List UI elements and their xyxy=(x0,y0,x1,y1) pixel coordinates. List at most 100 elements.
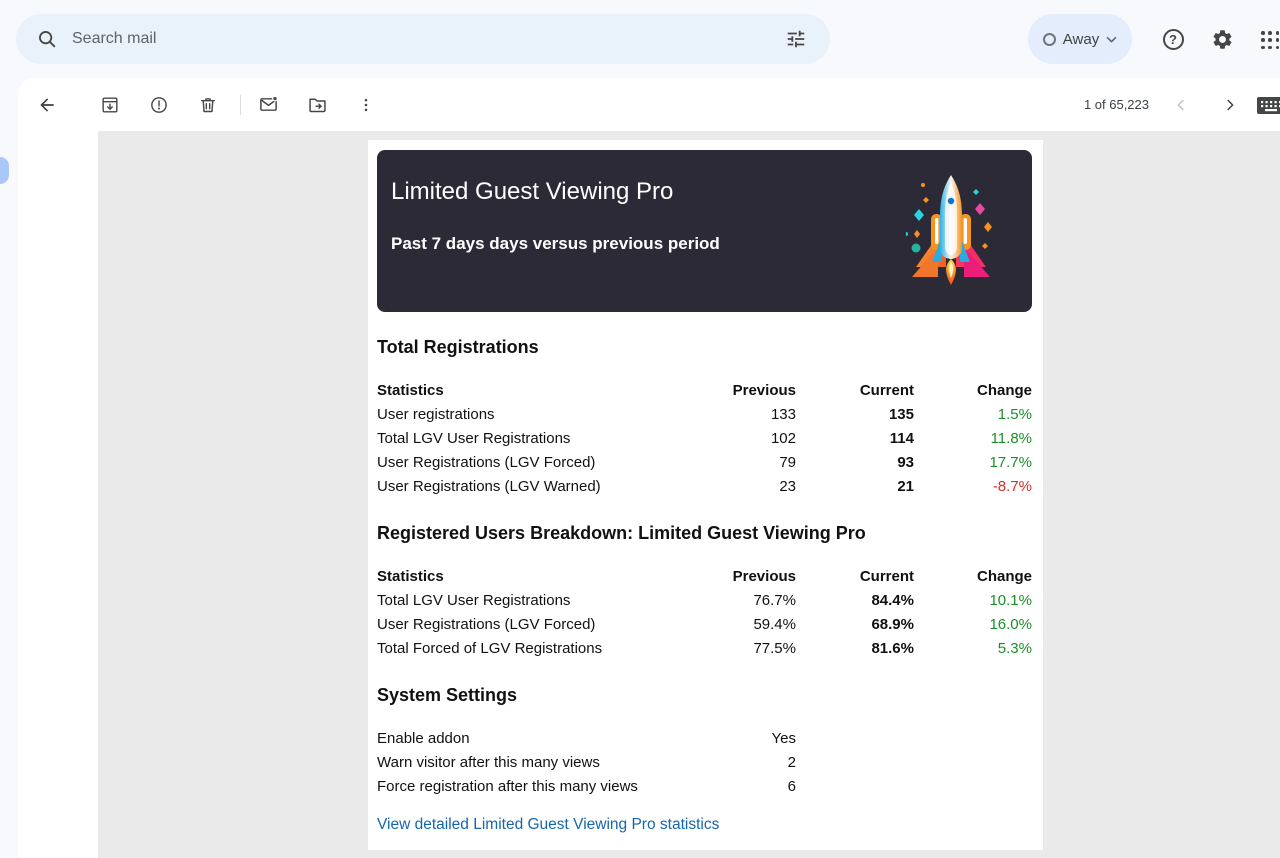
search-options-icon[interactable] xyxy=(778,21,814,57)
setting-label: Warn visitor after this many views xyxy=(377,753,600,771)
stat-current: 84.4% xyxy=(871,591,914,609)
setting-value: 2 xyxy=(787,753,796,771)
help-button[interactable]: ? xyxy=(1153,19,1193,59)
settings-table: Enable addon Yes Warn visitor after this… xyxy=(377,726,1032,798)
settings-button[interactable] xyxy=(1202,19,1242,59)
stat-previous: 77.5% xyxy=(753,639,796,657)
stat-change: -8.7% xyxy=(992,477,1032,495)
move-to-button[interactable] xyxy=(299,87,335,123)
col-header-statistics: Statistics xyxy=(377,567,444,585)
newer-button[interactable] xyxy=(1163,87,1199,123)
col-header-change: Change xyxy=(976,567,1032,585)
table-row: Enable addon Yes xyxy=(377,726,1032,750)
back-button[interactable] xyxy=(29,87,65,123)
rocket-illustration xyxy=(906,175,992,285)
stat-change: 16.0% xyxy=(989,615,1032,633)
google-apps-icon[interactable] xyxy=(1261,31,1280,50)
stat-change: 5.3% xyxy=(997,639,1032,657)
search-icon xyxy=(36,28,58,50)
stat-label: Total Forced of LGV Registrations xyxy=(377,639,603,657)
table-row: Total LGV User Registrations 76.7% 84.4%… xyxy=(377,588,1032,612)
move-to-folder-icon xyxy=(308,98,326,113)
more-vert-icon xyxy=(364,98,368,111)
trash-icon xyxy=(201,97,215,112)
input-tools-button[interactable] xyxy=(1256,94,1280,116)
stat-current: 21 xyxy=(897,477,914,495)
setting-label: Force registration after this many views xyxy=(377,777,638,795)
email-subtitle: Past 7 days days versus previous period xyxy=(391,234,720,253)
email-title: Limited Guest Viewing Pro xyxy=(391,178,674,205)
stat-label: User Registrations (LGV Forced) xyxy=(377,615,596,633)
section-title-settings: System Settings xyxy=(377,685,518,705)
email-body-background: Limited Guest Viewing Pro Past 7 days da… xyxy=(98,131,1280,858)
email-counter: 1 of 65,223 xyxy=(1083,97,1149,112)
stat-previous: 133 xyxy=(770,405,796,423)
top-bar: Away ? xyxy=(0,0,1280,78)
table-row: User Registrations (LGV Forced) 79 93 17… xyxy=(377,450,1032,474)
chevron-down-icon xyxy=(1106,36,1117,43)
detailed-statistics-link[interactable]: View detailed Limited Guest Viewing Pro … xyxy=(377,816,720,833)
stat-label: Total LGV User Registrations xyxy=(377,429,571,447)
table-row: User Registrations (LGV Forced) 59.4% 68… xyxy=(377,612,1032,636)
breakdown-table: Statistics Previous Current Change Total… xyxy=(377,564,1032,660)
setting-label: Enable addon xyxy=(377,729,470,747)
pagination-controls: 1 of 65,223 xyxy=(1084,87,1280,123)
email-content-card: Limited Guest Viewing Pro Past 7 days da… xyxy=(368,140,1043,850)
stat-previous: 79 xyxy=(779,453,796,471)
table-row: Warn visitor after this many views 2 xyxy=(377,750,1032,774)
report-spam-button[interactable] xyxy=(141,87,177,123)
stat-change: 10.1% xyxy=(989,591,1032,609)
stat-previous: 76.7% xyxy=(753,591,796,609)
mark-unread-icon xyxy=(259,95,278,111)
col-header-previous: Previous xyxy=(732,567,796,585)
table-row: User registrations 133 135 1.5% xyxy=(377,402,1032,426)
registrations-table: Statistics Previous Current Change User … xyxy=(377,378,1032,498)
status-label: Away xyxy=(1062,30,1100,48)
chevron-left-icon xyxy=(1177,99,1184,110)
stat-previous: 23 xyxy=(779,477,796,495)
table-row: Force registration after this many views… xyxy=(377,774,1032,798)
stat-label: User registrations xyxy=(377,405,495,423)
help-icon: ? xyxy=(1162,28,1184,50)
chevron-right-icon xyxy=(1227,99,1234,110)
stat-current: 93 xyxy=(897,453,914,471)
back-arrow-icon xyxy=(40,97,54,112)
mail-panel: 1 of 65,223 xyxy=(18,78,1280,858)
delete-button[interactable] xyxy=(190,87,226,123)
setting-value: Yes xyxy=(771,729,796,747)
setting-value: 6 xyxy=(787,777,796,795)
email-hero-banner: Limited Guest Viewing Pro Past 7 days da… xyxy=(377,150,1032,312)
stat-previous: 102 xyxy=(770,429,796,447)
stat-change: 11.8% xyxy=(990,429,1032,447)
archive-button[interactable] xyxy=(92,87,128,123)
stat-previous: 59.4% xyxy=(753,615,796,633)
report-spam-icon xyxy=(151,96,167,113)
col-header-statistics: Statistics xyxy=(377,381,444,399)
search-bar[interactable] xyxy=(16,14,830,64)
stat-current: 114 xyxy=(889,429,914,447)
table-header-row: Statistics Previous Current Change xyxy=(377,564,1032,588)
status-selector[interactable]: Away xyxy=(1028,14,1132,64)
mark-unread-button[interactable] xyxy=(250,87,286,123)
col-header-previous: Previous xyxy=(732,381,796,399)
col-header-current: Current xyxy=(859,381,914,399)
stat-change: 17.7% xyxy=(989,453,1032,471)
stat-label: User Registrations (LGV Forced) xyxy=(377,453,596,471)
col-header-current: Current xyxy=(859,567,914,585)
stat-change: 1.5% xyxy=(997,405,1032,423)
keyboard-icon xyxy=(1257,96,1280,114)
section-title-registrations: Total Registrations xyxy=(377,337,539,357)
toolbar-divider xyxy=(240,94,241,115)
col-header-change: Change xyxy=(976,381,1032,399)
stat-label: Total LGV User Registrations xyxy=(377,591,571,609)
status-dot-icon xyxy=(1042,32,1056,46)
table-header-row: Statistics Previous Current Change xyxy=(377,378,1032,402)
search-input[interactable] xyxy=(72,30,778,48)
table-row: Total LGV User Registrations 102 114 11.… xyxy=(377,426,1032,450)
older-button[interactable] xyxy=(1212,87,1248,123)
stat-current: 68.9% xyxy=(871,615,914,633)
stat-current: 135 xyxy=(888,405,914,423)
more-options-button[interactable] xyxy=(348,87,384,123)
side-peek-tab[interactable] xyxy=(0,157,9,184)
